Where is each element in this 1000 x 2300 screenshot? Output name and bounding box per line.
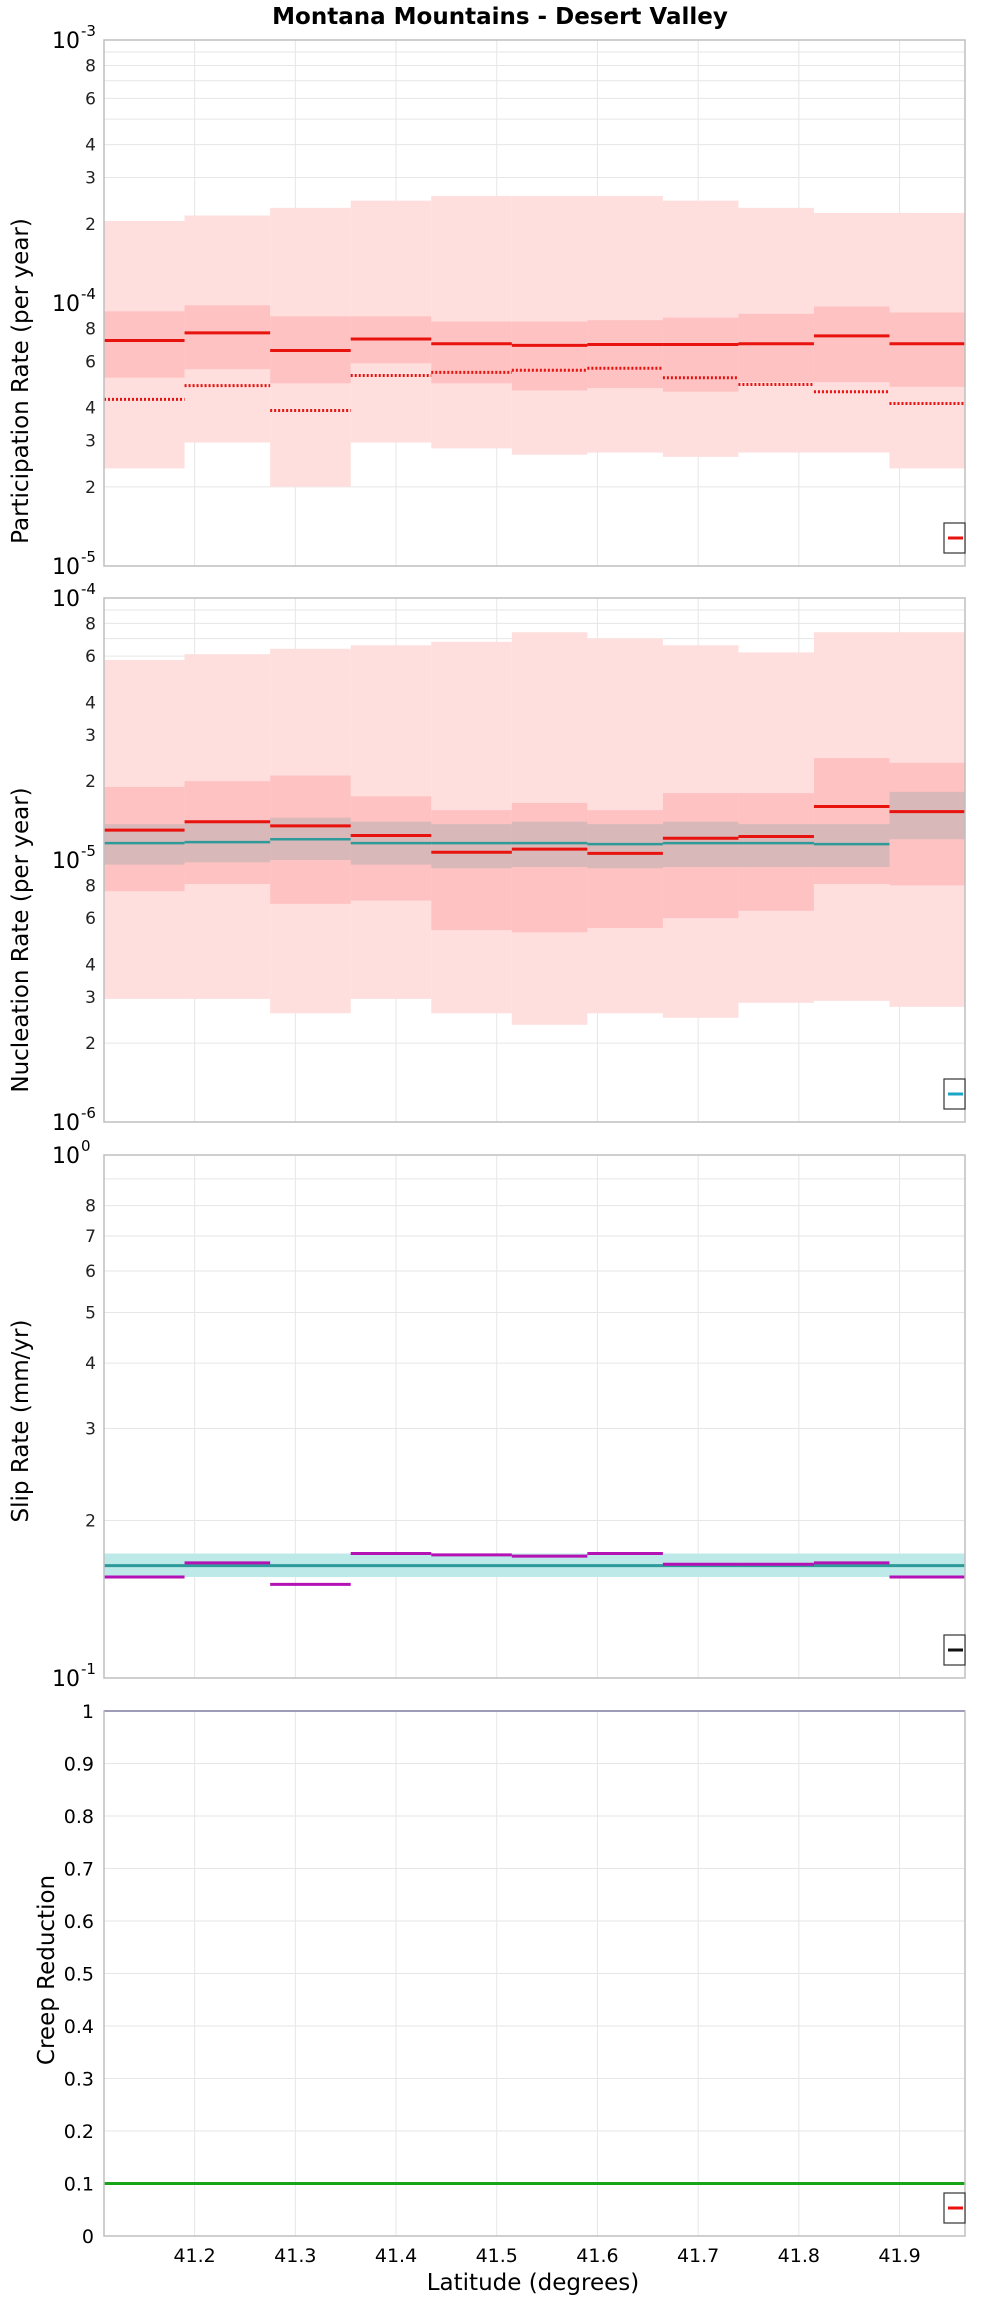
y-tick-label: 1 xyxy=(82,1701,94,1723)
gray-band-6 xyxy=(587,824,663,869)
inner-band-9 xyxy=(813,306,890,383)
y-tick-label: 3 xyxy=(85,726,96,746)
inner-band-0 xyxy=(104,311,185,378)
y-tick-label: 0 xyxy=(82,2226,94,2248)
y-tick-label: 0.6 xyxy=(64,1911,94,1933)
y-tick-label: 4 xyxy=(85,1354,96,1374)
inner-band-8 xyxy=(738,313,814,383)
y-tick-label: 6 xyxy=(85,89,96,109)
y-tick-label: 3 xyxy=(85,1419,96,1439)
x-tick-label: 41.9 xyxy=(878,2245,920,2267)
y-tick-label: 4 xyxy=(85,955,96,975)
y-tick-label: 0.3 xyxy=(64,2069,94,2091)
y-tick-label: 6 xyxy=(85,647,96,667)
creep-reduction-panel: 0 0.1 0.2 0.3 0.4 0.5 0.6 0.7 0.8 0.9 1 xyxy=(64,1701,966,2248)
y-tick-label: 7 xyxy=(85,1227,96,1247)
x-tick-label: 41.5 xyxy=(476,2245,518,2267)
inner-band-7 xyxy=(662,317,739,392)
y-tick-label: 0.8 xyxy=(64,1806,94,1828)
y-tick-exponent: -1 xyxy=(81,1660,96,1678)
panel-frame xyxy=(103,1154,966,1679)
inner-band-1 xyxy=(184,305,271,370)
gray-band-9 xyxy=(813,824,890,868)
inner-band-4 xyxy=(431,321,512,384)
y-tick-label: 2 xyxy=(85,1512,96,1532)
x-tick-label: 41.2 xyxy=(173,2245,215,2267)
panel-frame xyxy=(103,1710,966,2237)
x-tick-label: 41.3 xyxy=(274,2245,316,2267)
y-tick-label: 10 xyxy=(52,29,80,54)
y-tick-label: 4 xyxy=(85,399,96,419)
x-tick-label: 41.4 xyxy=(375,2245,417,2267)
panel-frame xyxy=(103,39,966,567)
gray-band-4 xyxy=(431,824,512,869)
y-tick-exponent: -4 xyxy=(81,285,96,303)
y-tick-label: 0.7 xyxy=(64,1859,94,1881)
y-tick-exponent: 0 xyxy=(81,1137,91,1155)
y-tick-label: 2 xyxy=(85,215,96,235)
y-tick-label: 3 xyxy=(85,432,96,452)
y-tick-label: 8 xyxy=(85,876,96,896)
gray-band-7 xyxy=(662,821,739,868)
x-axis-label: Latitude (degrees) xyxy=(427,2270,640,2296)
x-tick-label: 41.6 xyxy=(576,2245,618,2267)
y-tick-label: 6 xyxy=(85,909,96,929)
y-tick-label: 10 xyxy=(52,1667,80,1692)
y-tick-label: 10 xyxy=(52,587,80,612)
y-tick-label: 8 xyxy=(85,614,96,634)
y-tick-label: 8 xyxy=(85,319,96,339)
x-axis-ticks: 41.2 41.3 41.4 41.5 41.6 41.7 41.8 41.9 xyxy=(173,2245,920,2267)
y-tick-label: 2 xyxy=(85,1034,96,1054)
inner-band-10 xyxy=(889,312,965,387)
panel-frame xyxy=(103,597,966,1123)
y-tick-label: 10 xyxy=(52,849,80,874)
y-tick-label: 2 xyxy=(85,478,96,498)
y-tick-label: 0.9 xyxy=(64,1754,94,1776)
y-tick-label: 0.5 xyxy=(64,1964,94,1986)
y-tick-label: 5 xyxy=(85,1303,96,1323)
y-tick-label: 10 xyxy=(52,1111,80,1136)
inner-band-5 xyxy=(511,321,588,391)
y-tick-label: 6 xyxy=(85,1262,96,1282)
y-tick-label: 8 xyxy=(85,1197,96,1217)
y-tick-label: 8 xyxy=(85,56,96,76)
slip-rate-ylabel: Slip Rate (mm/yr) xyxy=(8,1320,34,1523)
y-tick-label: 0.2 xyxy=(64,2121,94,2143)
y-tick-exponent: -6 xyxy=(81,1104,96,1122)
participation-rate-ylabel: Participation Rate (per year) xyxy=(8,218,34,544)
y-tick-exponent: -5 xyxy=(81,842,96,860)
nucleation-rate-ylabel: Nucleation Rate (per year) xyxy=(8,787,34,1092)
gray-band-10 xyxy=(889,791,965,840)
y-tick-label: 0.1 xyxy=(64,2174,94,2196)
y-tick-label: 0.4 xyxy=(64,2016,94,2038)
inner-band-6 xyxy=(587,320,663,389)
y-tick-exponent: -4 xyxy=(81,580,96,598)
x-tick-label: 41.7 xyxy=(677,2245,719,2267)
gray-band-8 xyxy=(738,824,814,868)
y-tick-label: 10 xyxy=(52,292,80,317)
y-tick-label: 10 xyxy=(52,555,80,580)
y-tick-exponent: -5 xyxy=(81,548,96,566)
y-tick-label: 4 xyxy=(85,693,96,713)
y-tick-exponent: -3 xyxy=(81,22,96,40)
x-tick-label: 41.8 xyxy=(778,2245,820,2267)
creep-reduction-ylabel: Creep Reduction xyxy=(34,1875,60,2065)
y-tick-label: 2 xyxy=(85,772,96,792)
y-tick-label: 3 xyxy=(85,988,96,1008)
y-tick-label: 3 xyxy=(85,169,96,189)
gray-band-5 xyxy=(511,821,588,868)
y-tick-label: 4 xyxy=(85,136,96,156)
chart-title: Montana Mountains - Desert Valley xyxy=(272,4,728,30)
y-tick-label: 10 xyxy=(52,1144,80,1169)
y-tick-label: 6 xyxy=(85,352,96,372)
